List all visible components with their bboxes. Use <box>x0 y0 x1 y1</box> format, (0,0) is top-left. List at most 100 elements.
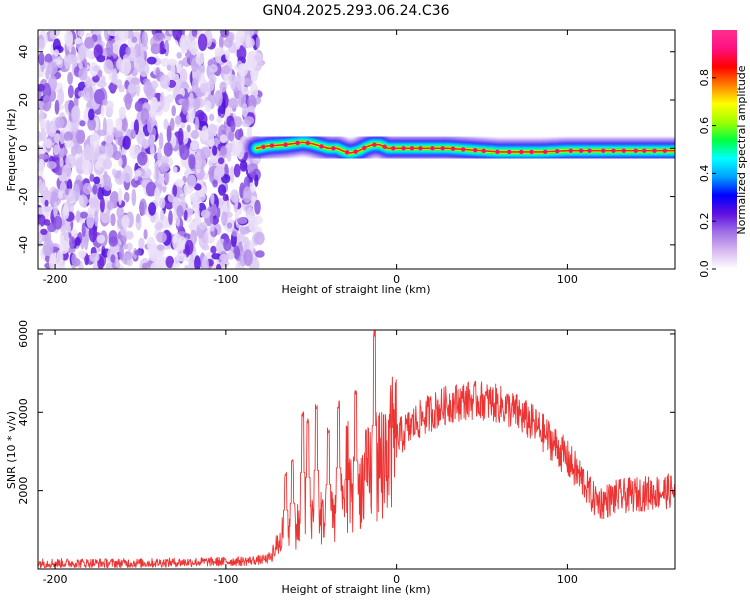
noise-blob <box>228 130 235 142</box>
ridge-peak <box>353 149 358 154</box>
noise-blob <box>45 255 50 263</box>
noise-blob <box>59 157 64 168</box>
noise-blob <box>102 99 108 106</box>
noise-blob <box>148 134 155 149</box>
ridge-peak <box>418 146 423 151</box>
noise-blob <box>190 140 199 151</box>
noise-blob <box>239 226 251 235</box>
snr-y-ticks: 2000 4000 6000 <box>17 320 675 505</box>
ridge-peak <box>642 148 647 153</box>
ridge-peak <box>382 144 387 149</box>
noise-blob <box>107 30 119 37</box>
noise-blob <box>210 245 217 255</box>
noise-blob <box>53 133 61 143</box>
ridge-peak <box>362 145 367 151</box>
noise-blob <box>131 188 137 206</box>
noise-blob <box>119 106 126 120</box>
noise-blob <box>200 209 211 219</box>
noise-blob <box>38 83 45 92</box>
noise-blob <box>103 59 114 75</box>
noise-blob <box>230 189 240 203</box>
ridge-peak <box>519 149 524 155</box>
noise-blob <box>63 131 73 142</box>
noise-blob <box>103 142 114 159</box>
snr-y-label: SNR (10 * v/v) <box>5 411 18 489</box>
noise-blob <box>78 194 88 208</box>
noise-blob <box>174 115 182 125</box>
noise-blob <box>241 86 249 95</box>
noise-blob <box>155 254 165 269</box>
noise-blob <box>233 163 241 178</box>
ridge-peak <box>261 144 266 150</box>
noise-blob <box>156 231 167 243</box>
noise-blob <box>159 91 165 110</box>
noise-blob <box>52 38 62 54</box>
noise-blob <box>231 230 238 237</box>
noise-blob <box>127 83 137 94</box>
colorbar-tick-label: 0.4 <box>698 165 711 183</box>
noise-blob <box>143 229 148 240</box>
noise-blob <box>45 138 53 149</box>
noise-blob <box>177 127 184 146</box>
noise-blob <box>201 125 209 142</box>
x-tick-label: -200 <box>43 273 68 286</box>
noise-blob <box>81 222 86 238</box>
y-tick-label: -20 <box>17 188 30 206</box>
noise-blob <box>183 184 190 194</box>
noise-blob <box>214 90 223 107</box>
y-tick-label: 4000 <box>17 398 30 426</box>
ridge-peak <box>662 148 667 153</box>
noise-blob <box>67 71 73 85</box>
snr-x-label: Height of straight line (km) <box>281 583 430 596</box>
noise-blob <box>82 182 92 195</box>
noise-blob <box>148 202 157 216</box>
ridge-peak <box>269 143 275 148</box>
noise-blob <box>74 236 81 246</box>
noise-blob <box>159 197 166 209</box>
ridge-peak <box>401 146 406 151</box>
noise-blob <box>97 80 107 88</box>
noise-blob <box>209 64 218 73</box>
spectrogram-x-ticks: -200 -100 0 100 <box>43 30 578 286</box>
noise-blob <box>61 164 72 181</box>
noise-blob <box>40 130 47 142</box>
noise-blob <box>66 120 72 132</box>
noise-blob <box>175 179 185 187</box>
noise-blob <box>130 129 136 140</box>
ridge-peak <box>461 147 466 152</box>
noise-blob <box>244 77 251 86</box>
noise-blob <box>57 88 65 106</box>
ridge-peak <box>578 148 584 153</box>
noise-blob <box>119 244 124 261</box>
noise-blob <box>111 168 117 176</box>
noise-blob <box>212 179 218 188</box>
noise-blob <box>89 173 95 182</box>
ridge-peak <box>555 149 560 154</box>
noise-blob <box>176 52 182 59</box>
noise-blob <box>66 178 73 192</box>
noise-blob <box>89 132 100 149</box>
noise-blob <box>38 158 45 177</box>
noise-blob <box>194 216 202 226</box>
noise-blob <box>53 144 60 156</box>
noise-blob <box>40 228 48 235</box>
noise-blob <box>64 140 75 149</box>
noise-blob <box>240 71 245 88</box>
noise-blob <box>84 76 92 88</box>
ridge-peak <box>495 149 500 154</box>
noise-blob <box>177 236 187 251</box>
noise-blob <box>141 31 148 48</box>
noise-blob <box>79 120 86 127</box>
ridge-peak <box>481 148 486 153</box>
noise-blob <box>44 53 53 65</box>
ridge-peak <box>568 148 573 153</box>
noise-blob <box>172 166 178 174</box>
noise-blob <box>110 213 116 227</box>
noise-blob <box>156 244 165 251</box>
x-tick-label: 0 <box>393 573 400 586</box>
noise-blob <box>69 236 76 250</box>
chart-title: GN04.2025.293.06.24.C36 <box>263 3 450 19</box>
noise-blob <box>210 223 215 232</box>
noise-blob <box>131 36 138 43</box>
noise-blob <box>194 116 200 131</box>
